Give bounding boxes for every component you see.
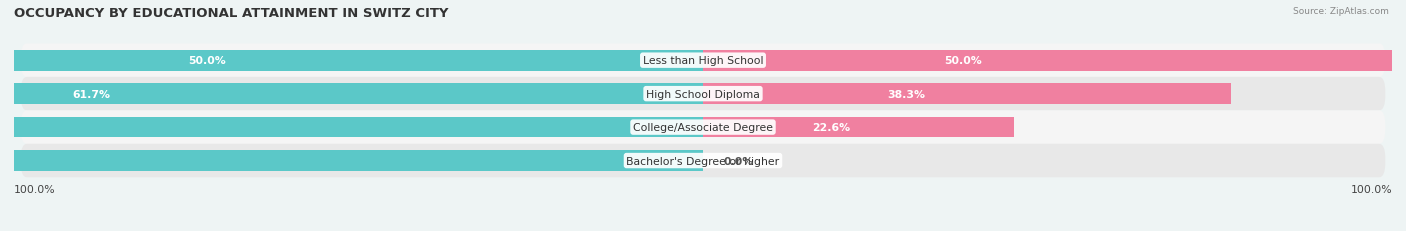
Text: High School Diploma: High School Diploma — [647, 89, 759, 99]
Text: 0.0%: 0.0% — [724, 156, 754, 166]
Text: Source: ZipAtlas.com: Source: ZipAtlas.com — [1294, 7, 1389, 16]
Text: 22.6%: 22.6% — [813, 123, 851, 133]
Bar — [0, 151, 703, 171]
Text: 100.0%: 100.0% — [14, 184, 56, 194]
Bar — [0, 84, 703, 105]
Legend: Owner-occupied, Renter-occupied: Owner-occupied, Renter-occupied — [583, 228, 823, 231]
FancyBboxPatch shape — [21, 44, 1385, 78]
Bar — [14, 51, 703, 71]
Text: Bachelor's Degree or higher: Bachelor's Degree or higher — [627, 156, 779, 166]
Text: College/Associate Degree: College/Associate Degree — [633, 123, 773, 133]
Text: 61.7%: 61.7% — [72, 89, 110, 99]
Bar — [703, 51, 1392, 71]
FancyBboxPatch shape — [21, 111, 1385, 144]
Bar — [703, 84, 1230, 105]
Text: 50.0%: 50.0% — [945, 56, 981, 66]
Text: OCCUPANCY BY EDUCATIONAL ATTAINMENT IN SWITZ CITY: OCCUPANCY BY EDUCATIONAL ATTAINMENT IN S… — [14, 7, 449, 20]
FancyBboxPatch shape — [21, 78, 1385, 111]
FancyBboxPatch shape — [21, 144, 1385, 177]
Bar — [0, 117, 703, 138]
Text: Less than High School: Less than High School — [643, 56, 763, 66]
Text: 100.0%: 100.0% — [1350, 184, 1392, 194]
Text: 50.0%: 50.0% — [188, 56, 226, 66]
Bar — [703, 117, 1014, 138]
Text: 38.3%: 38.3% — [887, 89, 925, 99]
